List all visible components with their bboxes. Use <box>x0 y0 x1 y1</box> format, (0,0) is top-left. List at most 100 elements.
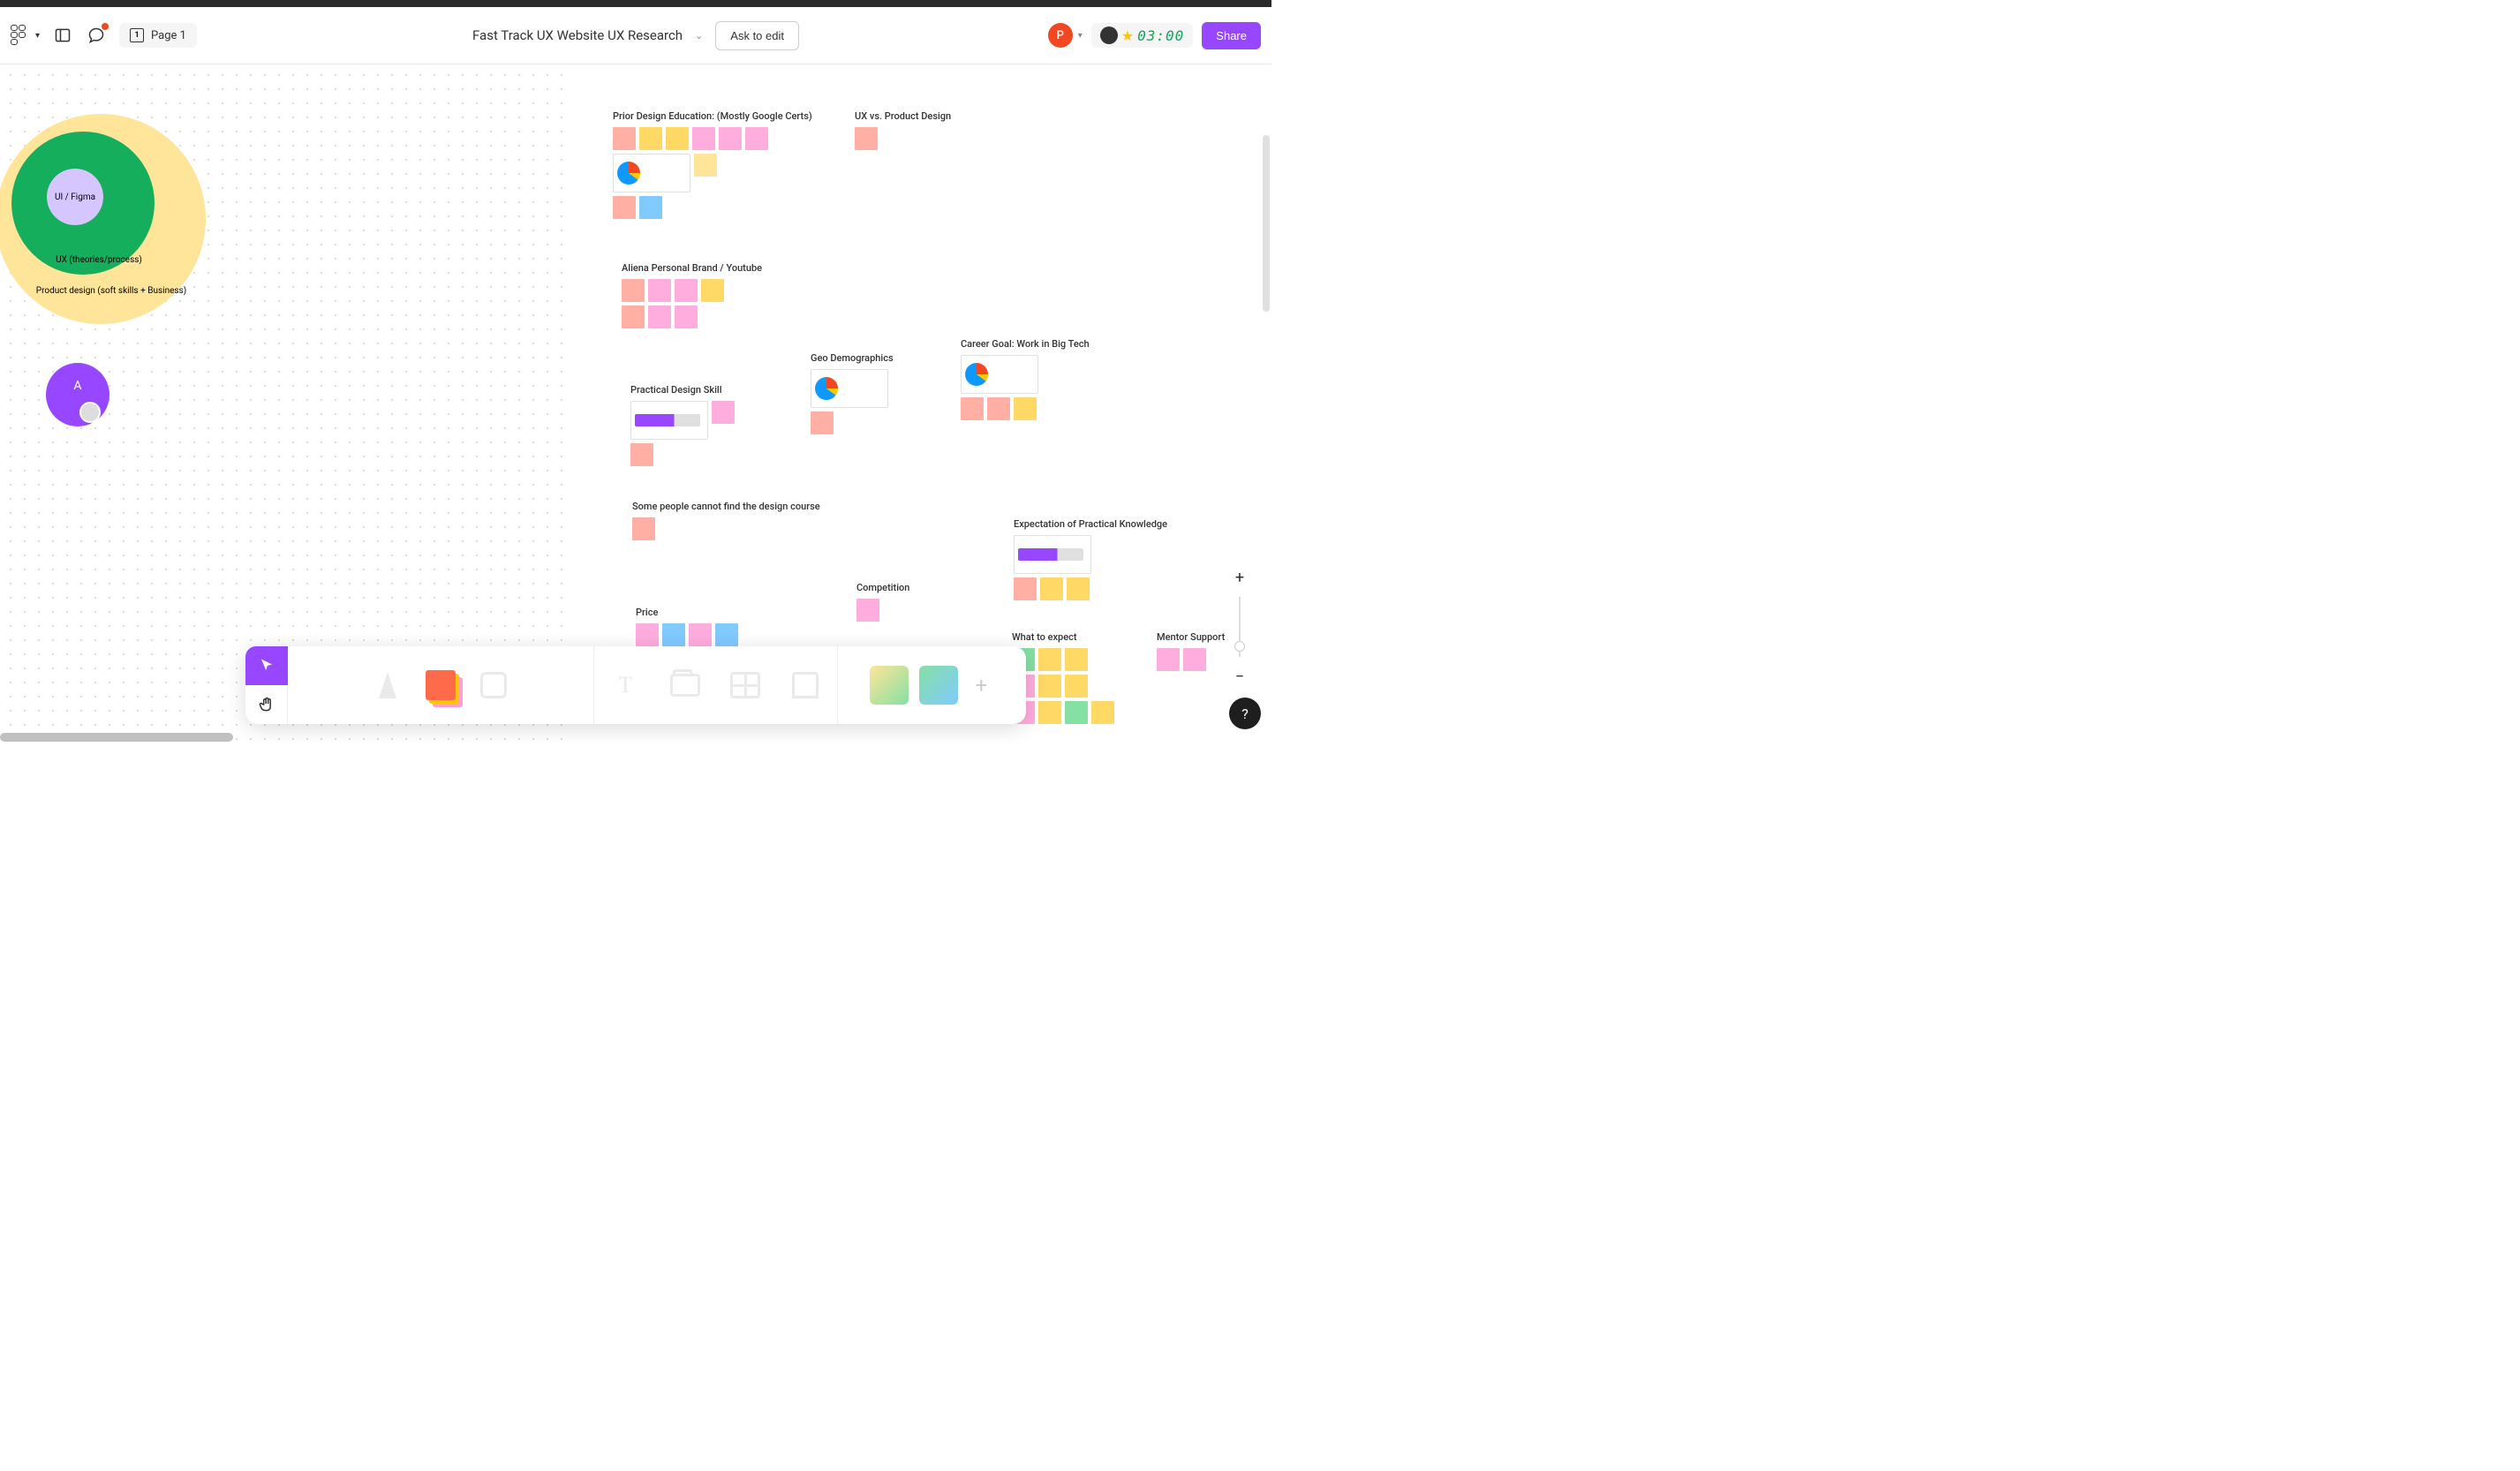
sticky-note[interactable] <box>632 517 655 540</box>
sticky-cluster-practical_skill[interactable]: Practical Design Skill <box>630 384 735 470</box>
sticky-note[interactable] <box>719 127 742 150</box>
share-button[interactable]: Share <box>1202 22 1261 49</box>
pointer-tools <box>245 646 288 724</box>
panels-icon[interactable] <box>52 25 73 46</box>
horizontal-scrollbar[interactable] <box>0 733 233 742</box>
help-button[interactable]: ? <box>1229 698 1261 729</box>
sticky-note[interactable] <box>745 127 768 150</box>
embedded-chart[interactable] <box>630 401 708 440</box>
sticky-note[interactable] <box>856 599 879 622</box>
page-selector[interactable]: 1 Page 1 <box>119 23 197 48</box>
sticky-cluster-geo[interactable]: Geo Demographics <box>811 352 894 438</box>
sticky-note[interactable] <box>1065 648 1088 671</box>
sticky-note[interactable] <box>636 623 659 646</box>
cluster-title: Geo Demographics <box>811 352 894 364</box>
sticky-note[interactable] <box>639 127 662 150</box>
sticky-cluster-prior_edu[interactable]: Prior Design Education: (Mostly Google C… <box>613 110 812 223</box>
sticky-note[interactable] <box>712 401 735 424</box>
stamp-tool[interactable] <box>788 668 823 703</box>
table-tool[interactable] <box>728 668 763 703</box>
sticky-note[interactable] <box>648 279 671 302</box>
select-tool[interactable] <box>245 646 288 685</box>
zoom-in-button[interactable]: + <box>1227 565 1252 590</box>
canvas[interactable]: Product design (soft skills + Business) … <box>0 64 1271 742</box>
sticky-note[interactable] <box>630 443 653 466</box>
sticky-note[interactable] <box>811 411 834 434</box>
sticky-note[interactable] <box>648 306 671 328</box>
zoom-out-button[interactable]: − <box>1227 664 1252 689</box>
sticky-note[interactable] <box>1038 648 1061 671</box>
toolbar-center: Fast Track UX Website UX Research ⌄ Ask … <box>472 21 799 50</box>
sticky-note[interactable] <box>1040 577 1063 600</box>
sticky-note[interactable] <box>694 154 717 177</box>
embedded-chart[interactable] <box>961 355 1038 394</box>
embedded-chart[interactable] <box>613 154 690 192</box>
sticky-note[interactable] <box>1014 397 1037 420</box>
embedded-chart[interactable] <box>811 369 888 408</box>
sticky-note[interactable] <box>1065 675 1088 698</box>
zoom-thumb[interactable] <box>1234 641 1245 652</box>
sticky-tool[interactable] <box>423 668 458 703</box>
sticky-note[interactable] <box>961 397 984 420</box>
sticky-note[interactable] <box>639 196 662 219</box>
sticky-note[interactable] <box>666 127 689 150</box>
sticky-cluster-expectation[interactable]: Expectation of Practical Knowledge <box>1014 518 1167 604</box>
sticky-cluster-what_expect[interactable]: What to expect <box>1012 631 1114 728</box>
sticky-cluster-mentor[interactable]: Mentor Support <box>1157 631 1225 675</box>
sticky-cluster-competition[interactable]: Competition <box>856 582 909 625</box>
vertical-scrollbar[interactable] <box>1263 135 1270 312</box>
cluster-title: What to expect <box>1012 631 1114 643</box>
sticky-note[interactable] <box>1067 577 1090 600</box>
cluster-title: UX vs. Product Design <box>855 110 951 122</box>
template-card[interactable] <box>919 666 958 705</box>
sticky-cluster-cannot_find[interactable]: Some people cannot find the design cours… <box>632 501 820 544</box>
embedded-chart[interactable] <box>1014 535 1091 574</box>
sticky-note[interactable] <box>675 306 698 328</box>
sticky-note[interactable] <box>613 127 636 150</box>
sticky-cluster-ux_vs_pd[interactable]: UX vs. Product Design <box>855 110 951 154</box>
sticky-note[interactable] <box>1091 701 1114 724</box>
sticky-note[interactable] <box>622 306 645 328</box>
sticky-note[interactable] <box>689 623 712 646</box>
pencil-tool[interactable] <box>370 668 405 703</box>
sticky-note[interactable] <box>1014 577 1037 600</box>
sticky-note[interactable] <box>613 196 636 219</box>
sticky-note[interactable] <box>1157 648 1180 671</box>
chevron-down-icon[interactable]: ▾ <box>1078 31 1083 41</box>
more-templates-icon[interactable]: + <box>969 673 993 698</box>
sticky-note[interactable] <box>987 397 1010 420</box>
cluster-title: Some people cannot find the design cours… <box>632 501 820 512</box>
shape-tool[interactable] <box>476 668 511 703</box>
comment-icon[interactable] <box>86 25 107 46</box>
chevron-down-icon[interactable]: ⌄ <box>695 30 703 41</box>
sticky-note[interactable] <box>855 127 878 150</box>
zoom-slider[interactable] <box>1239 597 1241 657</box>
sticky-note[interactable] <box>701 279 724 302</box>
sticky-cluster-aliena[interactable]: Aliena Personal Brand / Youtube <box>622 262 762 332</box>
document-title[interactable]: Fast Track UX Website UX Research <box>472 27 683 43</box>
user-avatar[interactable]: P <box>1048 23 1073 48</box>
ask-to-edit-button[interactable]: Ask to edit <box>715 21 799 50</box>
sticky-cluster-price[interactable]: Price <box>636 607 738 650</box>
figma-logo-menu[interactable] <box>11 25 26 46</box>
sticky-note[interactable] <box>662 623 685 646</box>
sticky-cluster-career_goal[interactable]: Career Goal: Work in Big Tech <box>961 338 1090 424</box>
venn-inner-circle[interactable]: UI / Figma <box>47 169 103 225</box>
sticky-note[interactable] <box>1038 701 1061 724</box>
text-tool[interactable]: T <box>607 668 643 703</box>
star-icon: ★ <box>1121 27 1134 44</box>
template-card[interactable] <box>870 666 909 705</box>
sticky-note[interactable] <box>1065 701 1088 724</box>
timer-widget[interactable]: ★ 03:00 <box>1091 23 1194 48</box>
bottom-toolbar: T + <box>245 646 1026 724</box>
sticky-note[interactable] <box>715 623 738 646</box>
hand-tool[interactable] <box>245 685 288 724</box>
collaborator-avatar <box>79 402 101 423</box>
sticky-note[interactable] <box>1183 648 1206 671</box>
sticky-note[interactable] <box>675 279 698 302</box>
sticky-note[interactable] <box>622 279 645 302</box>
chevron-down-icon[interactable]: ▾ <box>35 31 40 41</box>
sticky-note[interactable] <box>1038 675 1061 698</box>
sticky-note[interactable] <box>692 127 715 150</box>
section-tool[interactable] <box>668 668 703 703</box>
